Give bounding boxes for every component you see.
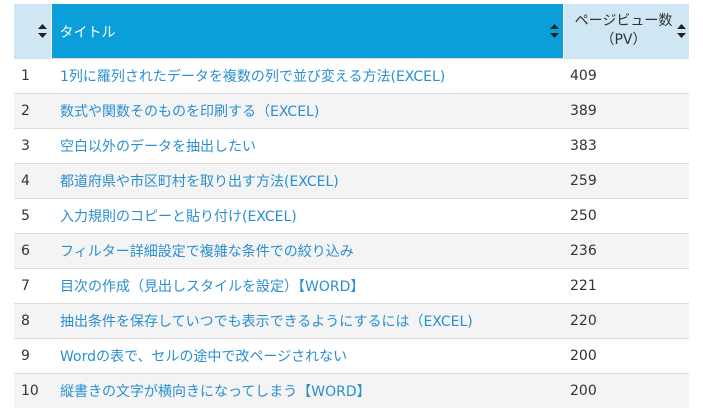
article-link[interactable]: 縦書きの文字が横向きになってしまう【WORD】 xyxy=(60,384,371,400)
rank-cell: 3 xyxy=(14,128,51,164)
title-cell: 抽出条件を保存していつでも表示できるようにするには（EXCEL) xyxy=(51,303,563,339)
table-row: 1 1列に羅列されたデータを複数の列で並び変える方法(EXCEL) 409 xyxy=(14,58,689,94)
pageview-header-line2: （PV） xyxy=(600,32,647,48)
article-link[interactable]: 都道府県や市区町村を取り出す方法(EXCEL) xyxy=(60,174,339,190)
pageview-cell: 409 xyxy=(563,58,689,94)
table-row: 7 目次の作成（見出しスタイルを設定）【WORD】 221 xyxy=(14,268,689,304)
rank-cell: 6 xyxy=(14,233,51,269)
pageview-cell: 236 xyxy=(563,233,689,269)
table-row: 10 縦書きの文字が横向きになってしまう【WORD】 200 xyxy=(14,373,689,408)
pageview-cell: 389 xyxy=(563,93,689,129)
table-row: 6 フィルター詳細設定で複雑な条件での絞り込み 236 xyxy=(14,233,689,269)
sort-icon[interactable] xyxy=(549,24,559,38)
table-header: タイトル ページビュー数 （PV） xyxy=(14,4,689,59)
pageview-header-label: ページビュー数 （PV） xyxy=(570,12,678,50)
title-cell: フィルター詳細設定で複雑な条件での絞り込み xyxy=(51,233,563,269)
title-cell: 都道府県や市区町村を取り出す方法(EXCEL) xyxy=(51,163,563,199)
table-row: 2 数式や関数そのものを印刷する（EXCEL) 389 xyxy=(14,93,689,129)
rank-cell: 4 xyxy=(14,163,51,199)
sort-icon[interactable] xyxy=(37,24,47,38)
pageview-column-header[interactable]: ページビュー数 （PV） xyxy=(563,4,689,59)
article-link[interactable]: 1列に羅列されたデータを複数の列で並び変える方法(EXCEL) xyxy=(60,69,446,85)
rank-cell: 10 xyxy=(14,373,51,408)
rank-cell: 1 xyxy=(14,58,51,94)
rank-cell: 2 xyxy=(14,93,51,129)
table-row: 9 Wordの表で、セルの途中で改ページされない 200 xyxy=(14,338,689,374)
page-ranking-table: タイトル ページビュー数 （PV） 1 1列に羅列された xyxy=(14,4,689,408)
pageview-cell: 200 xyxy=(563,373,689,408)
title-cell: 目次の作成（見出しスタイルを設定）【WORD】 xyxy=(51,268,563,304)
rank-cell: 9 xyxy=(14,338,51,374)
header-row: タイトル ページビュー数 （PV） xyxy=(14,4,689,59)
title-cell: 入力規則のコピーと貼り付け(EXCEL) xyxy=(51,198,563,234)
table-row: 3 空白以外のデータを抽出したい 383 xyxy=(14,128,689,164)
pageview-cell: 200 xyxy=(563,338,689,374)
title-header-label: タイトル xyxy=(59,25,116,41)
rank-cell: 5 xyxy=(14,198,51,234)
article-link[interactable]: 入力規則のコピーと貼り付け(EXCEL) xyxy=(60,209,297,225)
article-link[interactable]: 目次の作成（見出しスタイルを設定）【WORD】 xyxy=(60,279,365,295)
pageview-cell: 221 xyxy=(563,268,689,304)
pageview-cell: 383 xyxy=(563,128,689,164)
title-column-header[interactable]: タイトル xyxy=(51,4,564,59)
table-row: 8 抽出条件を保存していつでも表示できるようにするには（EXCEL) 220 xyxy=(14,303,689,339)
article-link[interactable]: フィルター詳細設定で複雑な条件での絞り込み xyxy=(60,244,354,260)
sort-icon[interactable] xyxy=(677,24,686,38)
rank-cell: 7 xyxy=(14,268,51,304)
pageview-cell: 250 xyxy=(563,198,689,234)
title-cell: 数式や関数そのものを印刷する（EXCEL) xyxy=(51,93,563,129)
pageview-header-line1: ページビュー数 xyxy=(574,13,673,29)
pageview-cell: 220 xyxy=(563,303,689,339)
table-row: 4 都道府県や市区町村を取り出す方法(EXCEL) 259 xyxy=(14,163,689,199)
title-cell: 1列に羅列されたデータを複数の列で並び変える方法(EXCEL) xyxy=(51,58,563,94)
article-link[interactable]: 空白以外のデータを抽出したい xyxy=(60,139,256,155)
article-link[interactable]: Wordの表で、セルの途中で改ページされない xyxy=(60,349,348,365)
title-cell: Wordの表で、セルの途中で改ページされない xyxy=(51,338,563,374)
pageview-cell: 259 xyxy=(563,163,689,199)
article-link[interactable]: 抽出条件を保存していつでも表示できるようにするには（EXCEL) xyxy=(60,314,473,330)
title-cell: 縦書きの文字が横向きになってしまう【WORD】 xyxy=(51,373,563,408)
rank-cell: 8 xyxy=(14,303,51,339)
article-link[interactable]: 数式や関数そのものを印刷する（EXCEL) xyxy=(60,104,320,120)
title-cell: 空白以外のデータを抽出したい xyxy=(51,128,563,164)
table-row: 5 入力規則のコピーと貼り付け(EXCEL) 250 xyxy=(14,198,689,234)
rank-column-header[interactable] xyxy=(14,4,52,59)
table-body: 1 1列に羅列されたデータを複数の列で並び変える方法(EXCEL) 409 2 … xyxy=(14,58,689,408)
